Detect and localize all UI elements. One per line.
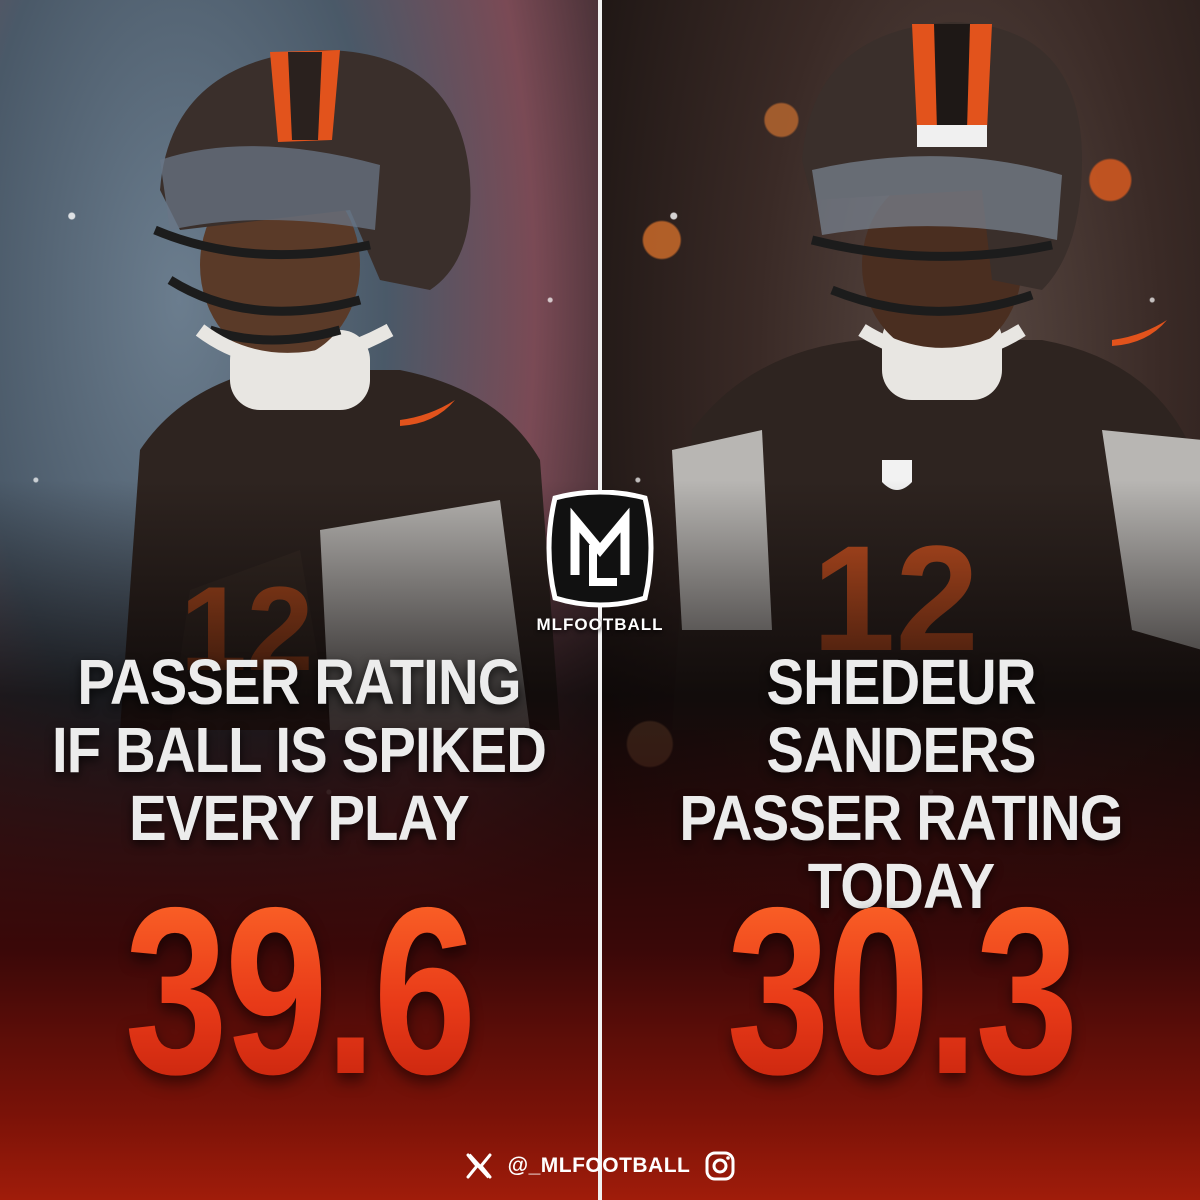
left-stat-value: 39.6 <box>66 872 532 1112</box>
left-headline-line: IF BALL IS SPIKED <box>51 714 547 786</box>
left-headline-line: EVERY PLAY <box>129 782 470 854</box>
right-headline-line: PASSER RATING <box>679 782 1123 854</box>
right-headline-line: SHEDEUR SANDERS <box>766 646 1036 786</box>
x-logo-icon[interactable] <box>464 1151 494 1181</box>
right-headline: SHEDEUR SANDERS PASSER RATING TODAY <box>638 648 1164 920</box>
left-photo-panel: 12 PASSER RATING IF BALL IS SPIKED EVERY… <box>0 0 598 1200</box>
instagram-icon[interactable] <box>704 1150 736 1182</box>
social-footer: @_MLFOOTBALL <box>0 1144 1200 1188</box>
left-headline: PASSER RATING IF BALL IS SPIKED EVERY PL… <box>36 648 562 852</box>
brand-logo: MLFOOTBALL <box>530 489 670 635</box>
right-stat-value: 30.3 <box>668 872 1134 1112</box>
brand-name: MLFOOTBALL <box>536 615 664 634</box>
right-photo-panel: 12 SHEDEUR SANDERS PASSER RATING TODAY <box>602 0 1200 1200</box>
social-handle[interactable]: @_MLFOOTBALL <box>507 1154 691 1177</box>
mlfootball-logo-icon <box>546 489 654 608</box>
left-headline-line: PASSER RATING <box>77 646 521 718</box>
right-headline-line: TODAY <box>638 852 1164 920</box>
